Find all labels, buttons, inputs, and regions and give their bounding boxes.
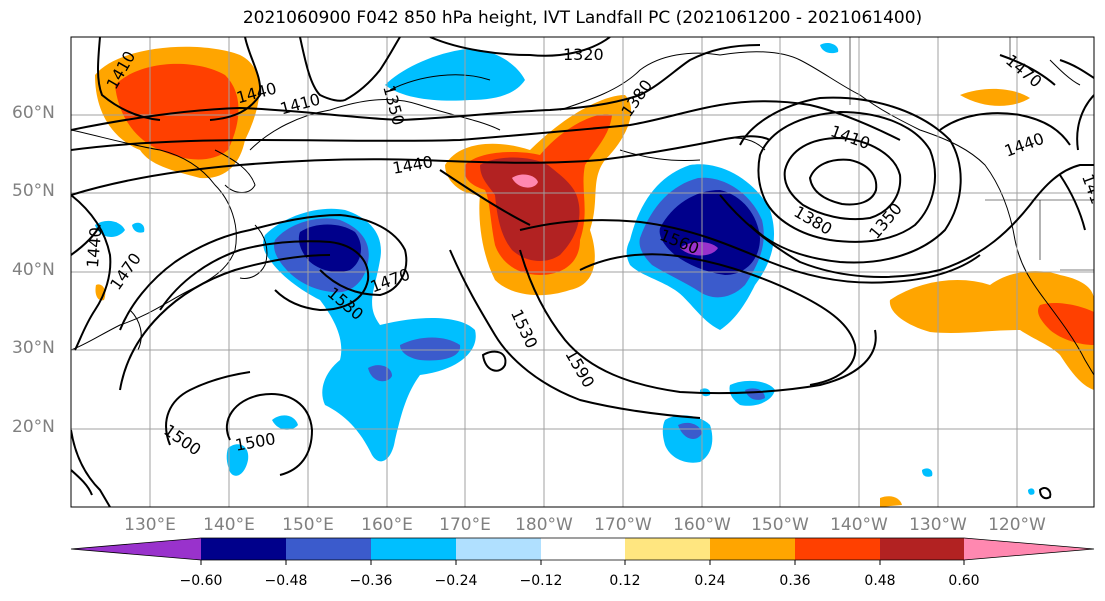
colorbar-segment-0 (71, 538, 201, 560)
colorbar-segment-5 (541, 538, 625, 560)
colorbar-tick-label: −0.60 (179, 573, 223, 589)
lon-label-130e: 130°E (124, 515, 176, 535)
colorbar-tick-label: −0.48 (264, 573, 308, 589)
colorbar (70, 537, 1095, 565)
colorbar-tick-label: 0.48 (864, 573, 896, 589)
contour-label-1440: 1440 (83, 226, 105, 268)
lon-label-140e: 140°E (203, 515, 255, 535)
ivt-positive-shading (95, 46, 1094, 507)
map-frame (70, 36, 1095, 508)
colorbar-segment-7 (710, 538, 795, 560)
colorbar-tick-label: 0.24 (694, 573, 726, 589)
lon-label-180w: 180°W (515, 515, 573, 535)
height-contours (71, 37, 1094, 507)
lon-label-160e: 160°E (361, 515, 413, 535)
lat-label-30n: 30°N (12, 338, 55, 358)
colorbar-segment-10 (964, 538, 1094, 560)
colorbar-segment-4 (456, 538, 541, 560)
lon-label-170e: 170°E (439, 515, 491, 535)
colorbar-segment-6 (625, 538, 710, 560)
colorbar-tick-label: −0.36 (349, 573, 393, 589)
colorbar-tick-label: 0.60 (948, 573, 980, 589)
contour-label-1320: 1320 (563, 45, 604, 64)
lon-label-160w: 160°W (673, 515, 731, 535)
colorbar-segment-1 (201, 538, 286, 560)
gridlines (71, 37, 1094, 507)
political-borders (849, 37, 1094, 271)
lat-label-60n: 60°N (12, 103, 55, 123)
colorbar-segment-8 (795, 538, 880, 560)
colorbar-tick-label: −0.24 (434, 573, 478, 589)
colorbar-tick-label: 0.36 (779, 573, 811, 589)
lon-label-150w: 150°W (751, 515, 809, 535)
lon-label-130w: 130°W (909, 515, 967, 535)
colorbar-tick-label: 0.12 (609, 573, 641, 589)
map-title: 2021060900 F042 850 hPa height, IVT Land… (242, 8, 923, 28)
colorbar-segment-3 (371, 538, 456, 560)
lon-label-150e: 150°E (282, 515, 334, 535)
lon-label-140w: 140°W (830, 515, 888, 535)
lon-label-170w: 170°W (594, 515, 652, 535)
lat-label-20n: 20°N (12, 417, 55, 437)
lat-label-40n: 40°N (12, 260, 55, 280)
colorbar-segment-2 (286, 538, 371, 560)
lat-label-50n: 50°N (12, 181, 55, 201)
map-area: 1320 1350 1350 1380 1380 1410 1410 1410 … (71, 37, 1094, 507)
lon-label-120w: 120°W (988, 515, 1046, 535)
coastlines (71, 51, 1094, 376)
colorbar-segment-9 (880, 538, 964, 560)
colorbar-tick-label: −0.12 (519, 573, 563, 589)
